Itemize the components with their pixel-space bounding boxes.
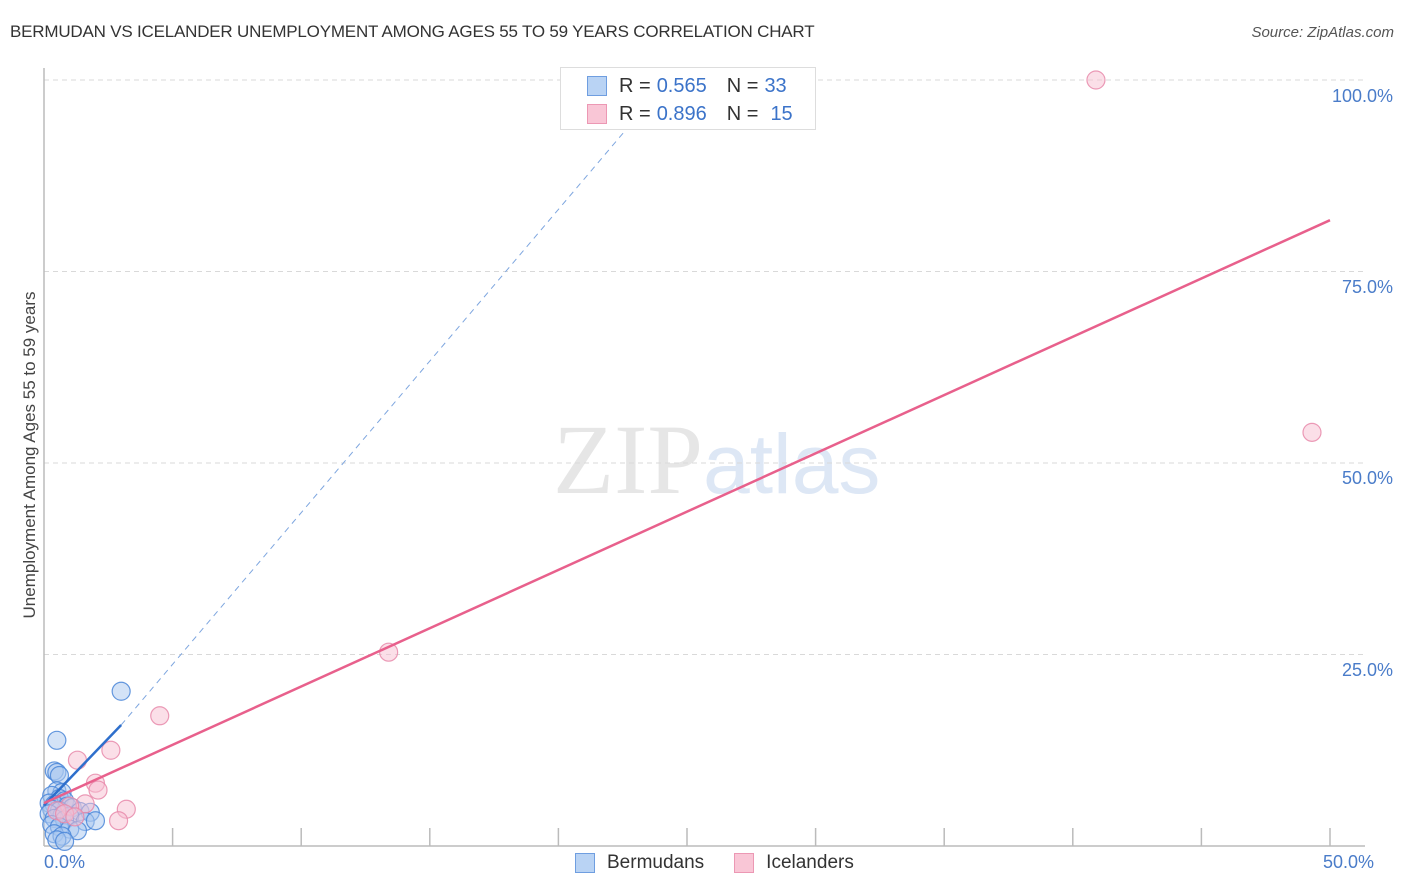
legend-label: Icelanders (766, 852, 854, 873)
trendlines (43, 130, 1331, 807)
legend-row-bermudans: R = 0.565 N = 33 (587, 74, 787, 98)
series-legend: Bermudans Icelanders (575, 852, 884, 874)
icelanders-swatch-icon (734, 853, 755, 873)
n-label: N = (726, 74, 759, 97)
n-value: 33 (764, 74, 787, 97)
chart-title: BERMUDAN VS ICELANDER UNEMPLOYMENT AMONG… (10, 22, 815, 41)
y-tick-75: 75.0% (1341, 277, 1393, 297)
axes (43, 68, 1365, 847)
r-value: 0.565 (656, 74, 707, 97)
y-tick-100: 100.0% (1331, 86, 1393, 106)
legend-label: Bermudans (607, 852, 705, 873)
n-value: 15 (770, 102, 793, 125)
bermudans-swatch-icon (575, 853, 595, 873)
r-value: 0.896 (656, 102, 707, 125)
legend-row-icelanders: R = 0.896 N = 15 (587, 102, 793, 126)
bermudans-swatch-icon (587, 76, 607, 96)
icelanders-swatch-icon (587, 104, 607, 124)
legend-item-bermudans[interactable]: Bermudans (575, 852, 704, 874)
y-axis-label: Unemployment Among Ages 55 to 59 years (20, 291, 39, 619)
x-tick-0: 0.0% (44, 852, 86, 872)
n-label: N = (726, 102, 759, 125)
y-tick-25: 25.0% (1341, 660, 1393, 680)
gridlines (44, 79, 1365, 655)
x-tick-50: 50.0% (1323, 852, 1375, 872)
y-tick-50: 50.0% (1341, 468, 1393, 488)
stats-legend: R = 0.565 N = 33 R = 0.896 N = 15 (560, 67, 816, 130)
source-credit: Source: ZipAtlas.com (1251, 24, 1394, 41)
r-label: R = (619, 74, 651, 97)
r-label: R = (619, 102, 651, 125)
legend-item-icelanders[interactable]: Icelanders (734, 852, 854, 874)
